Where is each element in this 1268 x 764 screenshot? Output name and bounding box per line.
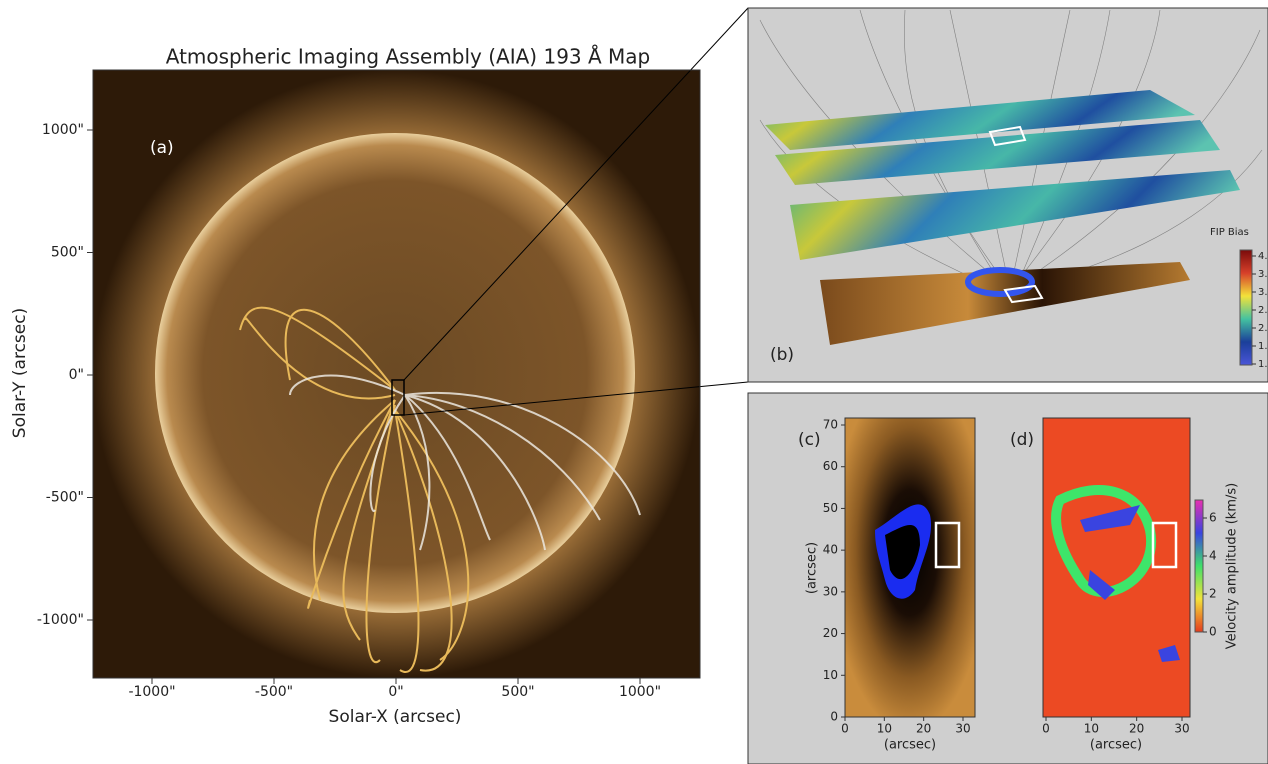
x-tick-label: 30 — [955, 722, 970, 736]
colorbar-tick-label: 2.0 — [1258, 323, 1268, 334]
colorbar-tick-label: 4 — [1209, 549, 1217, 563]
y-tick-label: 50 — [823, 501, 838, 515]
y-tick-label: -1000" — [37, 612, 84, 628]
velocity-patch — [1158, 645, 1180, 662]
colorbar-tick-label: 3.5 — [1258, 269, 1268, 280]
x-tick-label: 20 — [1129, 722, 1144, 736]
x-tick-label: 30 — [1174, 722, 1189, 736]
y-axis-label: Solar-Y (arcsec) — [10, 308, 30, 438]
x-axis-label: (arcsec) — [884, 738, 936, 753]
x-tick-label: -500" — [255, 684, 293, 700]
slice-top — [765, 90, 1195, 150]
solar-disk — [155, 133, 635, 613]
slit-box — [1003, 284, 1044, 304]
y-tick-label: 70 — [823, 418, 838, 432]
velocity-patch — [1080, 505, 1140, 532]
slice-middle — [775, 120, 1220, 185]
y-tick-label: 40 — [823, 543, 838, 557]
colorbar — [1194, 499, 1204, 633]
y-tick-label: 0" — [69, 367, 84, 383]
y-tick-label: -500" — [46, 490, 84, 506]
umbra-core — [885, 525, 920, 580]
panel-b: FIP Bias (b) — [747, 7, 1268, 383]
slit-box — [934, 521, 961, 569]
x-tick-label: 0" — [388, 684, 403, 700]
x-axis-label: Solar-X (arcsec) — [329, 707, 462, 727]
y-tick-label: 500" — [51, 245, 84, 261]
colorbar-title: Velocity amplitude (km/s) — [1225, 483, 1240, 649]
panel-cd: (c) (d) (arcsec) (arcsec) (arcsec) Veloc… — [747, 392, 1268, 764]
y-tick-label: 30 — [823, 584, 838, 598]
velocity-patch — [1088, 570, 1115, 600]
x-tick-label: 500" — [501, 684, 534, 700]
panel-label: (a) — [150, 138, 174, 158]
white-field-lines — [289, 374, 641, 551]
x-tick-label: 10 — [877, 722, 892, 736]
colorbar-tick-label: 1.0 — [1258, 359, 1268, 370]
colorbar-tick-label: 2.5 — [1258, 305, 1268, 316]
colorbar-tick-label: 0 — [1209, 625, 1217, 639]
x-tick-label: -1000" — [128, 684, 175, 700]
panel-label: (b) — [770, 345, 794, 365]
panel-title: Atmospheric Imaging Assembly (AIA) 193 Å… — [166, 45, 651, 69]
y-tick-label: 60 — [823, 459, 838, 473]
panel-a: Atmospheric Imaging Assembly (AIA) 193 Å… — [10, 7, 749, 727]
x-tick-label: 1000" — [619, 684, 661, 700]
colorbar-tick-label: 6 — [1209, 511, 1217, 525]
y-tick-label: 1000" — [42, 122, 84, 138]
y-tick-label: 0 — [830, 710, 838, 724]
colorbar-tick-label: 3.0 — [1258, 287, 1268, 298]
slit-box — [988, 125, 1027, 147]
fip-contour — [965, 267, 1035, 297]
slice-bottom — [790, 170, 1240, 260]
y-axis-label: (arcsec) — [805, 542, 820, 594]
panel-label: (d) — [1010, 430, 1034, 450]
velocity-ring — [1051, 485, 1157, 597]
x-tick-label: 0 — [1042, 722, 1050, 736]
colorbar-title: FIP Bias — [1210, 227, 1249, 238]
zoom-box — [391, 379, 405, 416]
x-tick-label: 0 — [841, 722, 849, 736]
y-tick-label: 10 — [823, 668, 838, 682]
x-tick-label: 20 — [916, 722, 931, 736]
connector — [403, 381, 749, 416]
slit-box — [1151, 521, 1178, 569]
colorbar-tick-label: 2 — [1209, 587, 1217, 601]
y-tick-label: 20 — [823, 626, 838, 640]
x-tick-label: 10 — [1084, 722, 1099, 736]
colorbar-tick-label: 1.5 — [1258, 341, 1268, 352]
colorbar-tick-label: 4.0 — [1258, 251, 1268, 262]
panel-label: (c) — [798, 430, 821, 450]
colorbar — [1239, 249, 1253, 366]
photosphere — [820, 262, 1190, 345]
x-axis-label: (arcsec) — [1090, 738, 1142, 753]
